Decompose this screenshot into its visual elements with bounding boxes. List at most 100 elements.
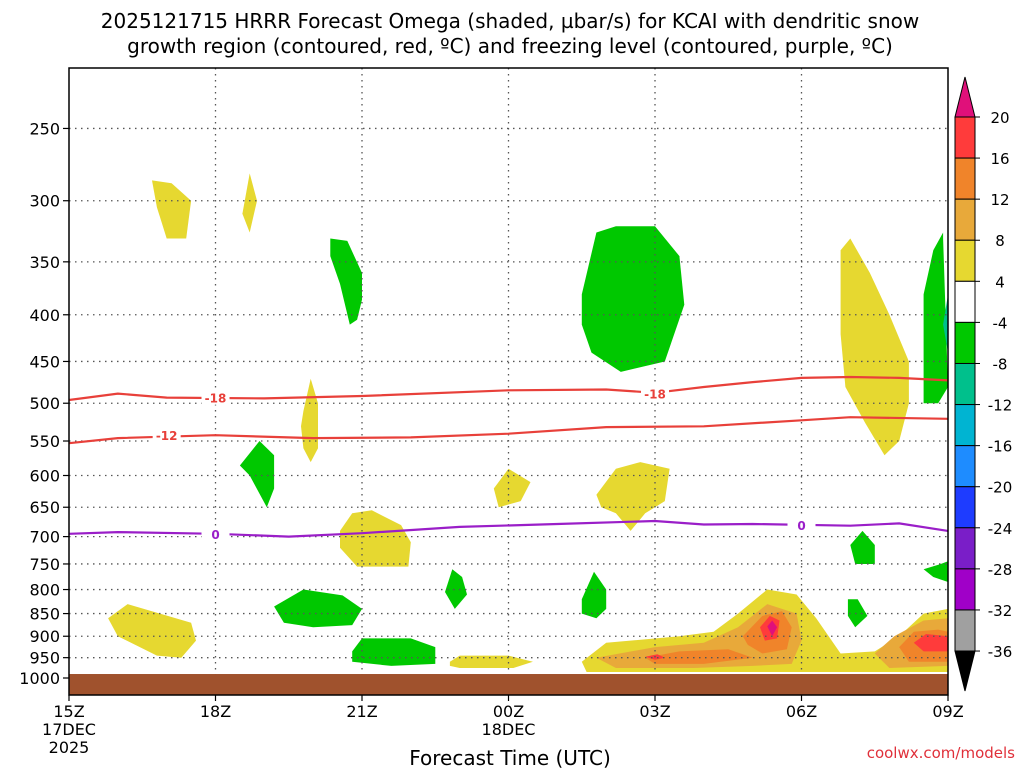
omega-region-yellow-upper-left: [152, 180, 192, 239]
y-tick-label-800: 800: [29, 581, 60, 600]
contour-label-bg-dendritic-minus-12-0: [152, 427, 181, 443]
contour-label-bg-freezing-level-0-1: [787, 517, 816, 533]
colorbar-bin-3: [954, 239, 976, 282]
omega-region-yellow-1600z: [108, 604, 196, 658]
colorbar-tick-label-6: -8: [993, 355, 1008, 373]
y-tick-label-450: 450: [29, 352, 60, 371]
x-tick-label-15-1: 06Z: [786, 702, 817, 721]
terrain-ground: [69, 674, 948, 695]
y-tick-label-950: 950: [29, 649, 60, 668]
colorbar-bin-10: [954, 527, 976, 570]
colorbar-bin-5: [954, 321, 976, 364]
x-tick-label-9-1: 00Z: [493, 702, 524, 721]
colorbar-tick-label-5: -4: [993, 314, 1008, 332]
omega-region-yellow-0215z: [596, 462, 670, 531]
omega-region-yellow-1950z: [301, 378, 318, 463]
colorbar-tick-label-12: -32: [988, 602, 1013, 620]
colorbar-tick-label-13: -36: [988, 643, 1013, 661]
contour-label-bg-dendritic-minus-18-1: [641, 385, 669, 401]
colorbar-max-arrow: [954, 76, 976, 118]
omega-region-orange-0400z: [645, 649, 753, 664]
x-tick-label-0-3: 2025: [49, 738, 90, 757]
x-tick-label-18-1: 09Z: [932, 702, 963, 721]
credit-text: coolwx.com/models: [867, 744, 1015, 762]
contour-dendritic-minus-12: [68, 416, 949, 445]
chart-title-line1: 2025121715 HRRR Forecast Omega (shaded, …: [101, 9, 919, 33]
colorbar-tick-label-4: 4: [995, 273, 1005, 291]
contour-label-freezing-level-0-1: 0: [797, 519, 805, 533]
colorbar-tick-label-2: 12: [990, 191, 1009, 209]
x-tick-label-6-1: 21Z: [346, 702, 377, 721]
y-axis-pressure: 250 300 350 400 450 500 550 600 650 700 750 800 850 9…: [19, 119, 69, 688]
x-tick-label-3-1: 18Z: [200, 702, 231, 721]
y-tick-label-700: 700: [29, 528, 60, 547]
y-tick-label-850: 850: [29, 605, 60, 624]
y-tick-label-750: 750: [29, 555, 60, 574]
omega-region-green-0705z: [850, 530, 875, 564]
contour-dendritic-minus-18: [68, 375, 949, 402]
omega-region-green-2055z: [330, 238, 362, 325]
omega-shaded-regions: [108, 173, 948, 672]
colorbar-bin-8: [954, 445, 976, 488]
omega-region-green-0615z: [847, 599, 868, 628]
omega-region-green-2130z: [352, 638, 436, 666]
y-tick-label-400: 400: [29, 306, 60, 325]
y-tick-label-650: 650: [29, 498, 60, 517]
contour-label-freezing-level-0-0: 0: [211, 528, 219, 542]
omega-region-green-2345z: [445, 569, 467, 609]
y-tick-label-300: 300: [29, 192, 60, 211]
colorbar-bin-6: [954, 362, 976, 406]
omega-region-green-2000z: [274, 589, 362, 628]
colorbar-bin-11: [954, 568, 976, 611]
colorbar-min-arrow: [954, 650, 976, 692]
colorbar-bin-0: [954, 116, 976, 159]
colorbar-tick-label-7: -12: [988, 397, 1013, 415]
colorbar-tick-label-0: 20: [990, 109, 1009, 127]
colorbar-tick-label-3: 8: [995, 232, 1005, 250]
y-tick-label-350: 350: [29, 253, 60, 272]
x-tick-label-0-2: 17DEC: [42, 720, 96, 739]
x-axis-label: Forecast Time (UTC): [409, 746, 611, 768]
colorbar-bin-2: [954, 198, 976, 241]
chart-title-line2: growth region (contoured, red, ºC) and f…: [127, 34, 893, 58]
colorbar-bin-9: [954, 486, 976, 529]
temperature-contours: -18 -18 -12 0 0: [68, 375, 949, 542]
omega-region-yellow-0005z: [493, 468, 531, 508]
y-tick-label-600: 600: [29, 467, 60, 486]
colorbar: 20 16 12 8 4 -4 -8 -12 -16 -20 -24 -28 -32 -36: [954, 76, 1013, 692]
omega-region-magenta-0500z: [767, 620, 778, 637]
omega-region-green-right-upper: [923, 232, 948, 404]
colorbar-bin-1: [954, 157, 976, 200]
omega-region-green-0100z: [581, 226, 685, 372]
contour-label-dendritic-minus-12-0: -12: [156, 429, 178, 443]
omega-region-green-1900z: [239, 441, 275, 508]
omega-region-yellow-0415z: [242, 173, 257, 233]
y-tick-label-250: 250: [29, 119, 60, 138]
omega-region-green-right-mid: [923, 561, 948, 582]
y-tick-label-900: 900: [29, 627, 60, 646]
colorbar-tick-label-11: -28: [988, 561, 1013, 579]
colorbar-tick-label-8: -16: [988, 438, 1013, 456]
y-tick-label-550: 550: [29, 432, 60, 451]
y-tick-label-1000: 1000: [19, 669, 60, 688]
x-tick-label-0-1: 15Z: [53, 702, 84, 721]
colorbar-bin-12: [954, 609, 976, 652]
contour-label-dendritic-minus-18-0: -18: [205, 392, 227, 406]
colorbar-tick-label-10: -24: [988, 520, 1013, 538]
omega-region-yellow-2345z-low: [449, 655, 533, 668]
omega-region-orange-low-broad: [596, 604, 802, 668]
omega-region-teal-right-upper: [943, 294, 948, 353]
omega-region-yellow-2105z: [340, 510, 411, 567]
y-tick-label-500: 500: [29, 394, 60, 413]
omega-region-yellow-0545z: [840, 238, 909, 456]
plot-area: -18 -18 -12 0 0: [68, 67, 949, 696]
contour-label-dendritic-minus-18-1: -18: [644, 388, 666, 402]
x-tick-label-12-1: 03Z: [639, 702, 670, 721]
colorbar-bin-7: [954, 404, 976, 447]
omega-region-red-right-low: [913, 634, 948, 652]
contour-label-bg-dendritic-minus-18-0: [201, 389, 230, 405]
colorbar-bin-4: [954, 280, 976, 323]
colorbar-tick-label-1: 16: [990, 150, 1009, 168]
